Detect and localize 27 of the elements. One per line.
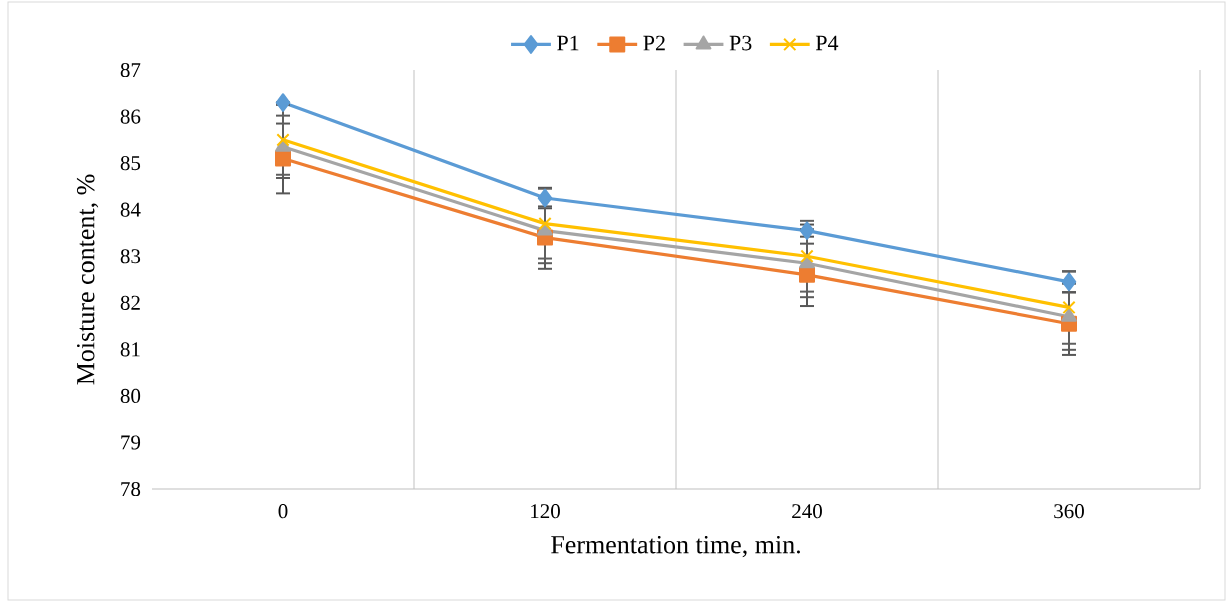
legend-label: P4 (815, 35, 839, 51)
point (1061, 307, 1077, 322)
y-tick-label: 80 (120, 388, 141, 403)
point (800, 249, 814, 263)
y-tick-label: 82 (120, 295, 140, 310)
y-tick-label: 78 (121, 481, 141, 497)
point (276, 133, 290, 147)
legend-label: P1 (557, 35, 579, 51)
y-tick-label: 85 (120, 156, 141, 171)
y-tick-label: 83 (120, 249, 141, 264)
y-tick-label: 87 (120, 62, 141, 78)
legend-label: P2 (643, 35, 665, 51)
point (799, 266, 815, 283)
y-tick-label: 84 (120, 202, 141, 217)
y-axis-title: Moisture content, % (76, 174, 99, 385)
x-tick-label: 360 (1054, 504, 1084, 519)
legend-label: P3 (729, 35, 752, 51)
x-tick-label: 240 (792, 504, 822, 519)
point (275, 93, 291, 112)
point (1062, 300, 1076, 315)
y-tick-label: 79 (121, 435, 141, 450)
point (538, 216, 552, 231)
x-tick-label: 0 (278, 504, 288, 519)
y-tick-label: 81 (120, 342, 140, 357)
x-tick-label: 120 (531, 504, 560, 519)
y-tick-label: 86 (120, 109, 141, 124)
x-axis-title: Fermentation time, min. (551, 535, 800, 558)
